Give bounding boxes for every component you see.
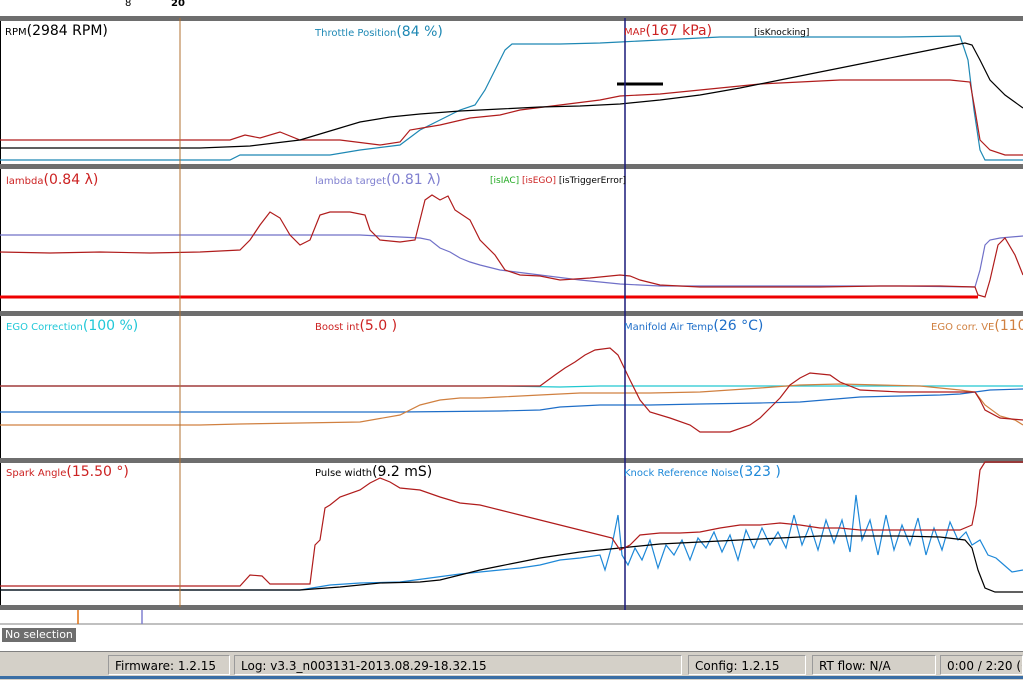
label-throttle-name: Throttle Position <box>315 28 397 39</box>
label-lambda-target: lambda target(0.81 λ) <box>315 173 441 189</box>
label-map: MAP(167 kPa) <box>624 24 712 40</box>
selection-status: No selection <box>2 628 76 642</box>
label-throttle-position: Throttle Position(84 %) <box>315 25 443 41</box>
label-isego: [isEGO] <box>522 176 556 186</box>
label-isiac: [isIAC] <box>490 176 520 186</box>
label-manifold-air-temp: Manifold Air Temp(26 °C) <box>624 319 763 335</box>
label-throttle-value: (84 %) <box>396 24 443 40</box>
label-isknocking: [isKnocking] <box>754 26 809 40</box>
label-pulse-width-name: Pulse width <box>315 468 373 479</box>
label-knock-reference-noise: Knock Reference Noise(323 ) <box>624 465 781 481</box>
label-lambda-target-name: lambda target <box>315 176 387 187</box>
timeline-tick-20: 20 <box>171 0 185 9</box>
label-flags: [isIAC] [isEGO] [isTriggerError] <box>490 174 626 188</box>
label-lambda-name: lambda <box>6 176 44 187</box>
label-pulse-width-value: (9.2 mS) <box>372 464 433 480</box>
label-ego-correction-name: EGO Correction <box>6 322 83 333</box>
timeline-tick-8: 8 <box>125 0 132 9</box>
label-pulse-width: Pulse width(9.2 mS) <box>315 465 432 481</box>
scrub-bar[interactable] <box>0 610 1023 625</box>
trace-ego-corr-ve <box>0 383 1023 426</box>
panel-2-traces <box>0 194 1023 299</box>
panel-1-traces <box>0 35 1023 161</box>
separator-1 <box>0 164 1023 169</box>
status-rt-flow: RT flow: N/A <box>812 655 936 675</box>
status-log: Log: v3.3_n003131-2013.08.29-18.32.15 <box>234 655 682 675</box>
trace-pulse-width <box>0 535 1023 593</box>
label-spark-angle-name: Spark Angle <box>6 468 67 479</box>
trace-throttle-position <box>0 35 1023 161</box>
label-spark-angle-value: (15.50 °) <box>66 464 129 480</box>
separator-2 <box>0 311 1023 316</box>
label-boost-int: Boost int(5.0 ) <box>315 319 397 335</box>
label-map-value: (167 kPa) <box>645 23 713 39</box>
label-lambda-value: (0.84 λ) <box>43 172 99 188</box>
trace-map <box>0 79 1023 156</box>
label-ego-corr-ve-name: EGO corr. VE <box>931 322 995 333</box>
trace-rpm <box>0 42 1023 149</box>
label-mat-value: (26 °C) <box>713 318 764 334</box>
label-istriggererror: [isTriggerError] <box>558 176 627 186</box>
separator-bottom <box>0 605 1023 610</box>
graph-background <box>0 0 1023 651</box>
panel-separators <box>0 16 1023 610</box>
label-mat-name: Manifold Air Temp <box>624 322 714 333</box>
status-bar: Firmware: 1.2.15 Log: v3.3_n003131-2013.… <box>0 651 1023 680</box>
label-lambda-target-value: (0.81 λ) <box>386 172 441 188</box>
label-ego-corr-ve: EGO corr. VE(110 <box>931 319 1023 335</box>
label-knock-name: Knock Reference Noise <box>624 468 739 479</box>
label-isknocking-name: [isKnocking] <box>754 28 810 38</box>
separator-top <box>0 16 1023 21</box>
label-rpm-name: RPM <box>5 27 27 38</box>
label-map-name: MAP <box>624 27 646 38</box>
label-knock-value: (323 ) <box>738 464 781 480</box>
status-config: Config: 1.2.15 <box>688 655 806 675</box>
label-rpm-value: (2984 RPM) <box>26 23 108 39</box>
panel-3-traces <box>0 347 1023 433</box>
label-spark-angle: Spark Angle(15.50 °) <box>6 465 129 481</box>
status-playback-time: 0:00 / 2:20 (0 <box>940 655 1023 675</box>
trace-lambda-target <box>0 234 1023 288</box>
label-rpm: RPM(2984 RPM) <box>5 24 108 40</box>
label-boost-int-name: Boost int <box>315 322 360 333</box>
trace-boost-int <box>0 347 1023 433</box>
separator-3 <box>0 458 1023 463</box>
trace-lambda <box>0 194 1023 298</box>
label-ego-correction-value: (100 %) <box>82 318 139 334</box>
panel-4-traces <box>0 461 1023 593</box>
label-lambda: lambda(0.84 λ) <box>6 173 98 189</box>
trace-manifold-air-temp <box>0 388 1023 413</box>
label-ego-corr-ve-value: (110 <box>994 318 1023 334</box>
label-boost-int-value: (5.0 ) <box>359 318 398 334</box>
status-firmware: Firmware: 1.2.15 <box>108 655 230 675</box>
trace-spark-angle <box>0 461 1023 587</box>
label-ego-correction: EGO Correction(100 %) <box>6 319 138 335</box>
status-underline <box>0 676 1023 679</box>
bottom-spacer <box>0 643 1023 651</box>
